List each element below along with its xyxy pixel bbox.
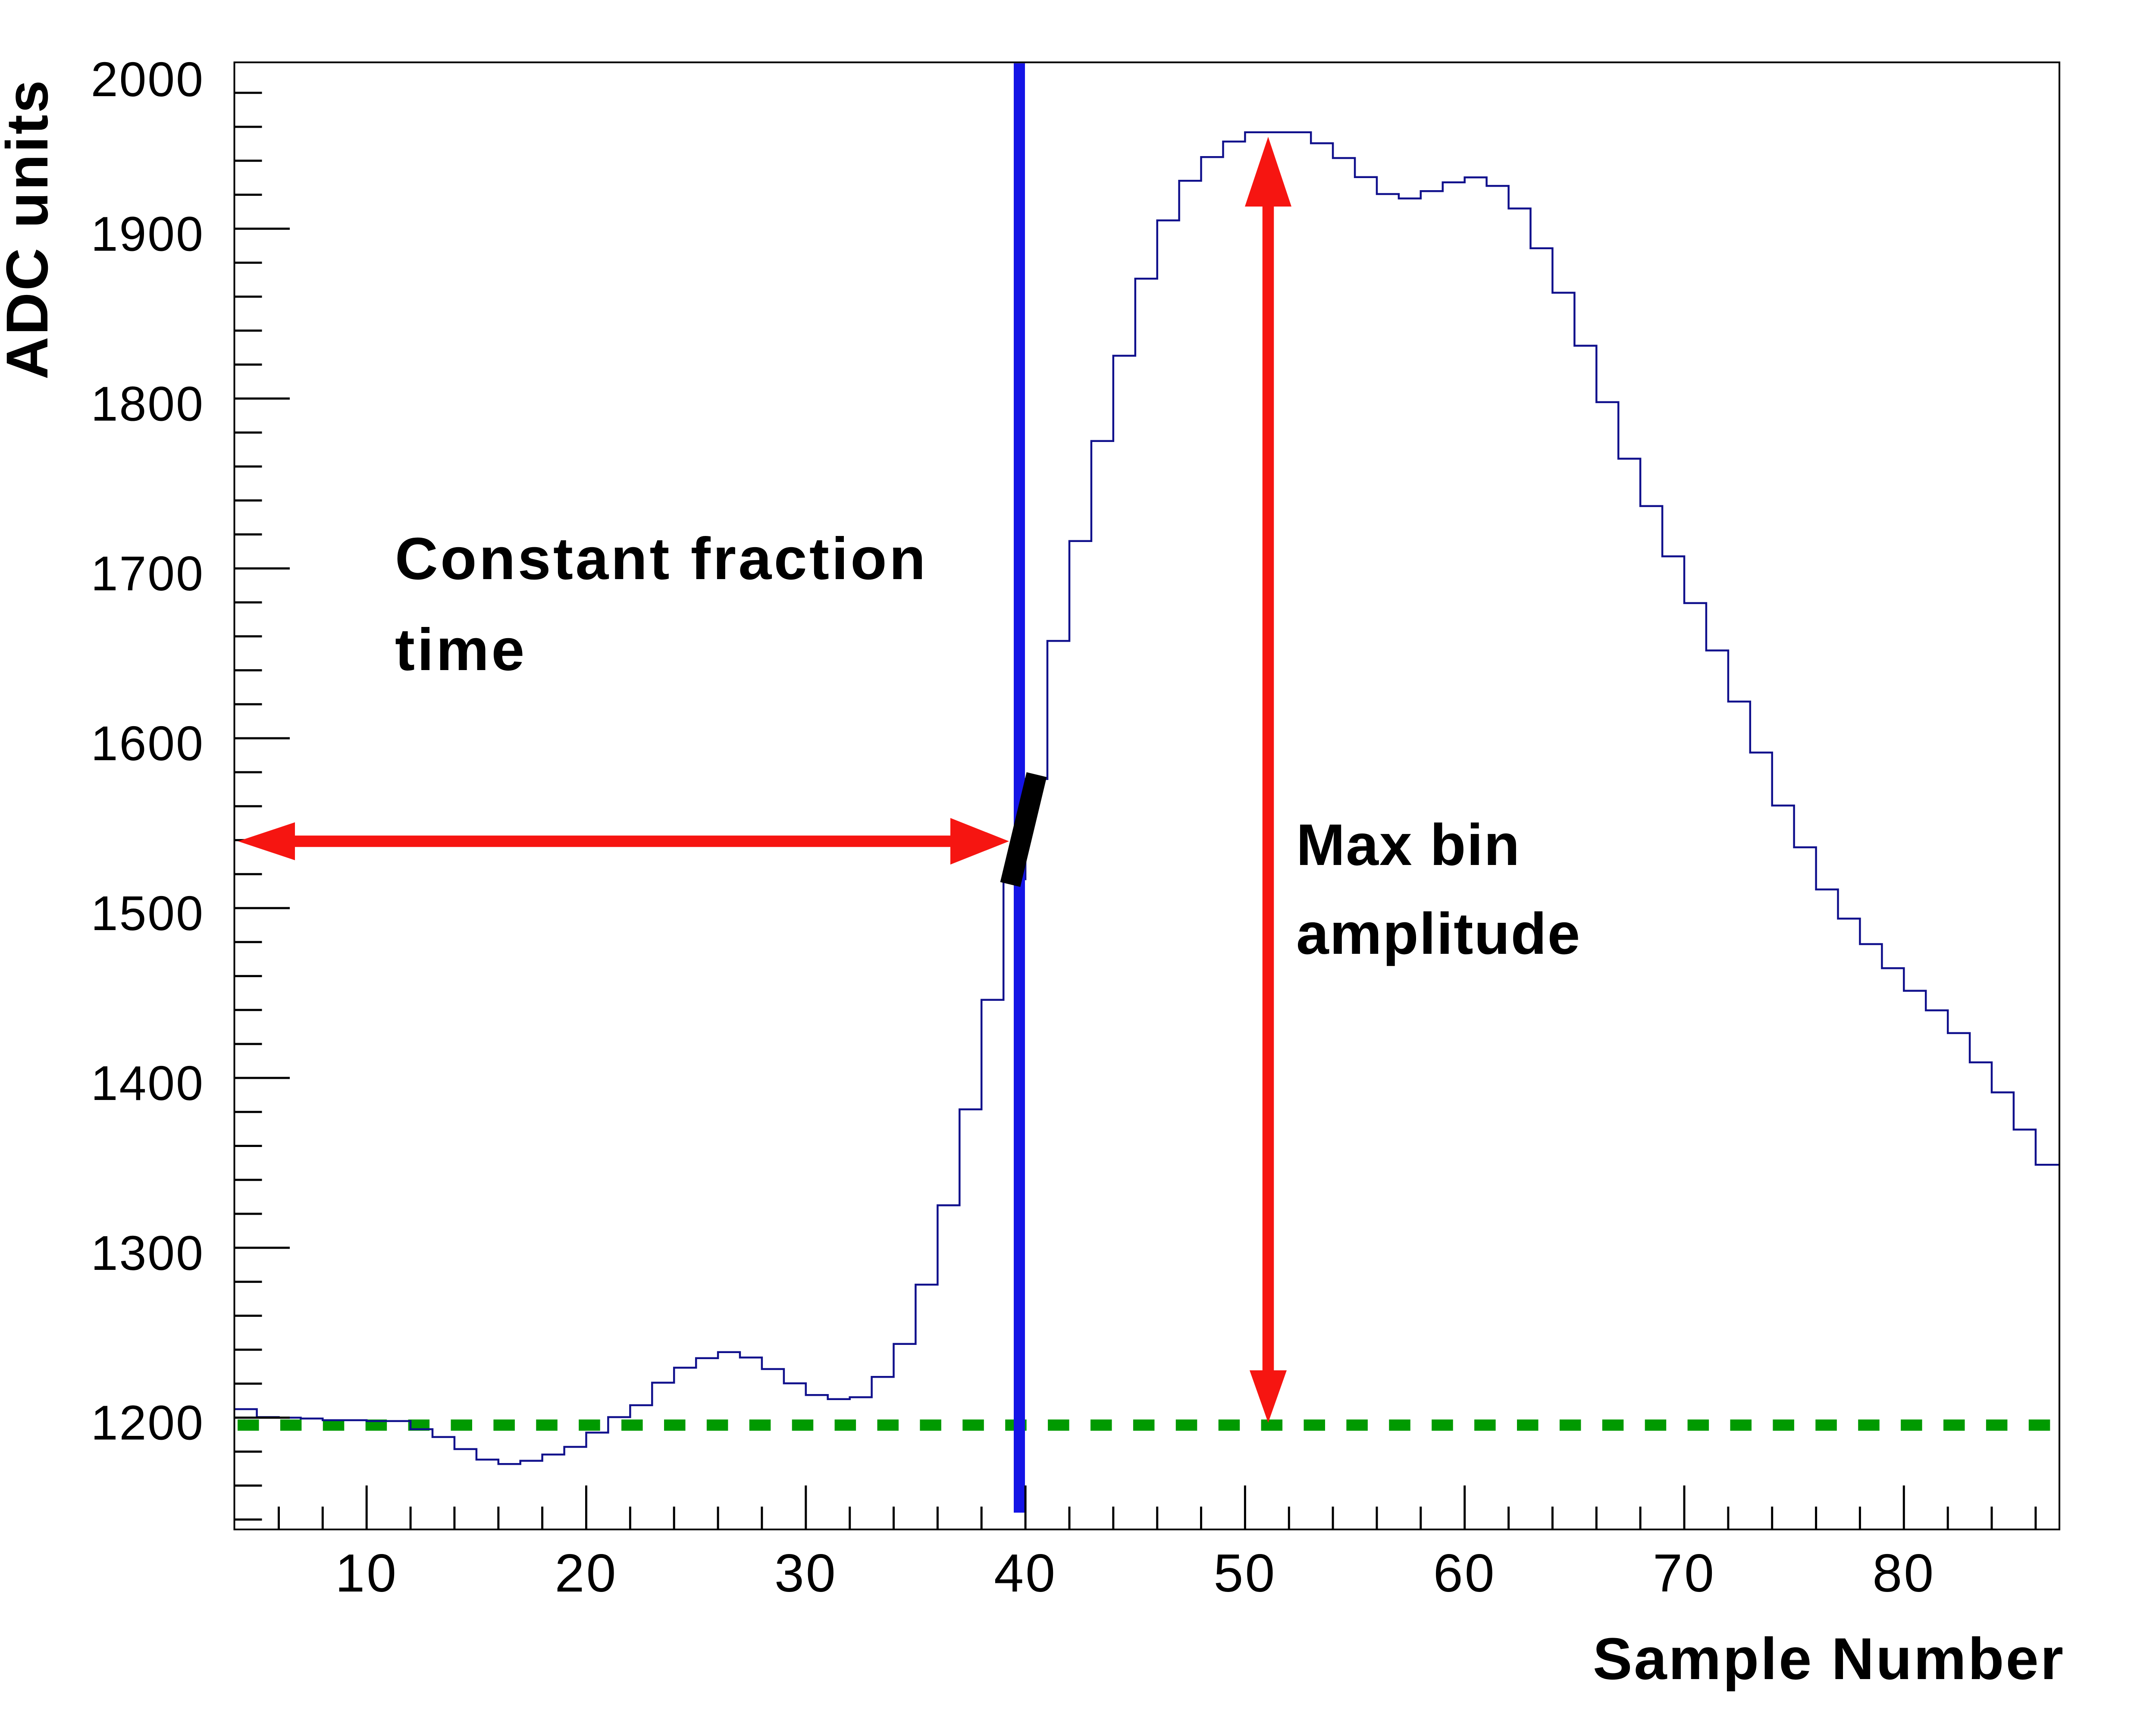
svg-text:70: 70 <box>1653 1544 1716 1603</box>
svg-text:20: 20 <box>555 1544 618 1603</box>
svg-text:1300: 1300 <box>91 1226 204 1280</box>
svg-text:30: 30 <box>774 1544 837 1603</box>
svg-text:amplitude: amplitude <box>1296 901 1581 966</box>
svg-text:1400: 1400 <box>91 1056 204 1110</box>
svg-text:1700: 1700 <box>91 546 204 601</box>
svg-text:60: 60 <box>1433 1544 1496 1603</box>
svg-text:80: 80 <box>1872 1544 1935 1603</box>
svg-text:1800: 1800 <box>91 376 204 431</box>
svg-text:1600: 1600 <box>91 716 204 771</box>
svg-text:1500: 1500 <box>91 886 204 940</box>
svg-text:1900: 1900 <box>91 207 204 261</box>
svg-text:1200: 1200 <box>91 1396 204 1450</box>
svg-text:time: time <box>395 617 527 683</box>
svg-text:Constant fraction: Constant fraction <box>395 526 928 592</box>
svg-text:50: 50 <box>1213 1544 1276 1603</box>
svg-text:10: 10 <box>335 1544 398 1603</box>
svg-text:ADC units: ADC units <box>0 78 60 379</box>
svg-text:2000: 2000 <box>91 52 204 107</box>
svg-text:Sample Number: Sample Number <box>1593 1626 2065 1692</box>
svg-text:Max bin: Max bin <box>1296 812 1520 877</box>
svg-text:40: 40 <box>994 1544 1057 1603</box>
